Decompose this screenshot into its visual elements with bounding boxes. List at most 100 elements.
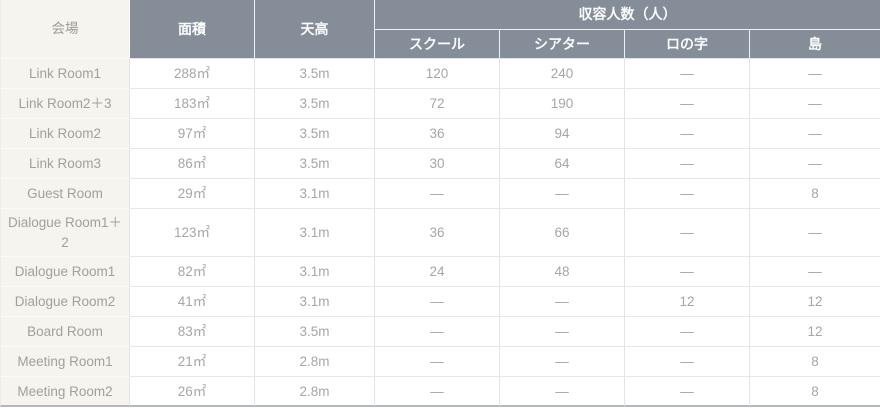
table-row: Link Room2＋3 183㎡ 3.5m 72 190 — — <box>0 89 880 120</box>
table-row: Dialogue Room2 41㎡ 3.1m — — 12 12 <box>0 287 880 318</box>
column-header-capacity-group: 収容人数（人） <box>375 0 880 30</box>
table-row: Link Room2 97㎡ 3.5m 36 94 — — <box>0 119 880 150</box>
table-row: Meeting Room1 21㎡ 2.8m — — — 8 <box>0 347 880 378</box>
island-cell: 12 <box>750 317 880 348</box>
venue-cell: Dialogue Room1 <box>0 257 130 288</box>
ronoji-cell: — <box>625 119 750 150</box>
island-cell: 12 <box>750 287 880 318</box>
ronoji-cell: — <box>625 209 750 258</box>
column-header-ronoji: ロの字 <box>625 30 750 60</box>
area-cell: 183㎡ <box>130 89 255 120</box>
island-cell: 8 <box>750 179 880 210</box>
ronoji-cell: — <box>625 257 750 288</box>
column-header-theater: シアター <box>500 30 625 60</box>
column-header-school: スクール <box>375 30 500 60</box>
table-row: Link Room1 288㎡ 3.5m 120 240 — — <box>0 59 880 90</box>
island-cell: — <box>750 209 880 258</box>
ceiling-cell: 2.8m <box>255 347 375 378</box>
ronoji-cell: — <box>625 59 750 90</box>
table-row: Link Room3 86㎡ 3.5m 30 64 — — <box>0 149 880 180</box>
ronoji-cell: 12 <box>625 287 750 318</box>
column-header-area: 面積 <box>130 0 255 60</box>
island-cell: — <box>750 119 880 150</box>
ceiling-cell: 3.1m <box>255 179 375 210</box>
island-cell: 8 <box>750 347 880 378</box>
ronoji-cell: — <box>625 89 750 120</box>
venue-cell: Meeting Room1 <box>0 347 130 378</box>
table-row: Dialogue Room1 82㎡ 3.1m 24 48 — — <box>0 257 880 288</box>
area-cell: 97㎡ <box>130 119 255 150</box>
island-cell: — <box>750 149 880 180</box>
ronoji-cell: — <box>625 317 750 348</box>
ceiling-cell: 3.5m <box>255 149 375 180</box>
header-row-group: 会場 面積 天高 収容人数（人） <box>0 0 880 60</box>
theater-cell: 240 <box>500 59 625 90</box>
area-cell: 21㎡ <box>130 347 255 378</box>
venue-cell: Dialogue Room1＋2 <box>0 209 130 258</box>
area-cell: 26㎡ <box>130 377 255 408</box>
area-cell: 82㎡ <box>130 257 255 288</box>
theater-cell: 64 <box>500 149 625 180</box>
theater-cell: 94 <box>500 119 625 150</box>
venue-cell: Meeting Room2 <box>0 377 130 408</box>
island-cell: 8 <box>750 377 880 408</box>
venue-cell: Guest Room <box>0 179 130 210</box>
school-cell: 30 <box>375 149 500 180</box>
column-header-ceiling: 天高 <box>255 0 375 60</box>
venue-cell: Link Room3 <box>0 149 130 180</box>
venue-cell: Board Room <box>0 317 130 348</box>
school-cell: — <box>375 179 500 210</box>
venue-cell: Dialogue Room2 <box>0 287 130 318</box>
table-row: Meeting Room2 26㎡ 2.8m — — — 8 <box>0 377 880 408</box>
venue-cell: Link Room1 <box>0 59 130 90</box>
school-cell: 36 <box>375 209 500 258</box>
column-header-island: 島 <box>750 30 880 60</box>
ceiling-cell: 3.1m <box>255 257 375 288</box>
ronoji-cell: — <box>625 149 750 180</box>
area-cell: 86㎡ <box>130 149 255 180</box>
island-cell: — <box>750 89 880 120</box>
area-cell: 83㎡ <box>130 317 255 348</box>
school-cell: 36 <box>375 119 500 150</box>
island-cell: — <box>750 59 880 90</box>
ronoji-cell: — <box>625 179 750 210</box>
theater-cell: 48 <box>500 257 625 288</box>
school-cell: 72 <box>375 89 500 120</box>
table-row: Guest Room 29㎡ 3.1m — — — 8 <box>0 179 880 210</box>
ceiling-cell: 3.1m <box>255 287 375 318</box>
area-cell: 123㎡ <box>130 209 255 258</box>
school-cell: 24 <box>375 257 500 288</box>
school-cell: — <box>375 287 500 318</box>
venue-cell: Link Room2＋3 <box>0 89 130 120</box>
theater-cell: — <box>500 347 625 378</box>
ceiling-cell: 3.1m <box>255 209 375 258</box>
school-cell: — <box>375 347 500 378</box>
ceiling-cell: 3.5m <box>255 317 375 348</box>
theater-cell: — <box>500 377 625 408</box>
theater-cell: — <box>500 317 625 348</box>
school-cell: — <box>375 317 500 348</box>
area-cell: 29㎡ <box>130 179 255 210</box>
school-cell: 120 <box>375 59 500 90</box>
table-header: 会場 面積 天高 収容人数（人） スクール シアター ロの字 島 <box>0 0 880 60</box>
table-row: Board Room 83㎡ 3.5m — — — 12 <box>0 317 880 348</box>
header-row-capacity: スクール シアター ロの字 島 <box>0 30 880 60</box>
venue-cell: Link Room2 <box>0 119 130 150</box>
ceiling-cell: 2.8m <box>255 377 375 408</box>
island-cell: — <box>750 257 880 288</box>
table-row: Dialogue Room1＋2 123㎡ 3.1m 36 66 — — <box>0 209 880 258</box>
ceiling-cell: 3.5m <box>255 119 375 150</box>
ronoji-cell: — <box>625 347 750 378</box>
ceiling-cell: 3.5m <box>255 59 375 90</box>
table-body: Link Room1 288㎡ 3.5m 120 240 — — Link Ro… <box>0 59 880 408</box>
area-cell: 288㎡ <box>130 59 255 90</box>
theater-cell: — <box>500 287 625 318</box>
theater-cell: — <box>500 179 625 210</box>
ceiling-cell: 3.5m <box>255 89 375 120</box>
theater-cell: 190 <box>500 89 625 120</box>
column-header-venue: 会場 <box>0 0 130 60</box>
area-cell: 41㎡ <box>130 287 255 318</box>
ronoji-cell: — <box>625 377 750 408</box>
